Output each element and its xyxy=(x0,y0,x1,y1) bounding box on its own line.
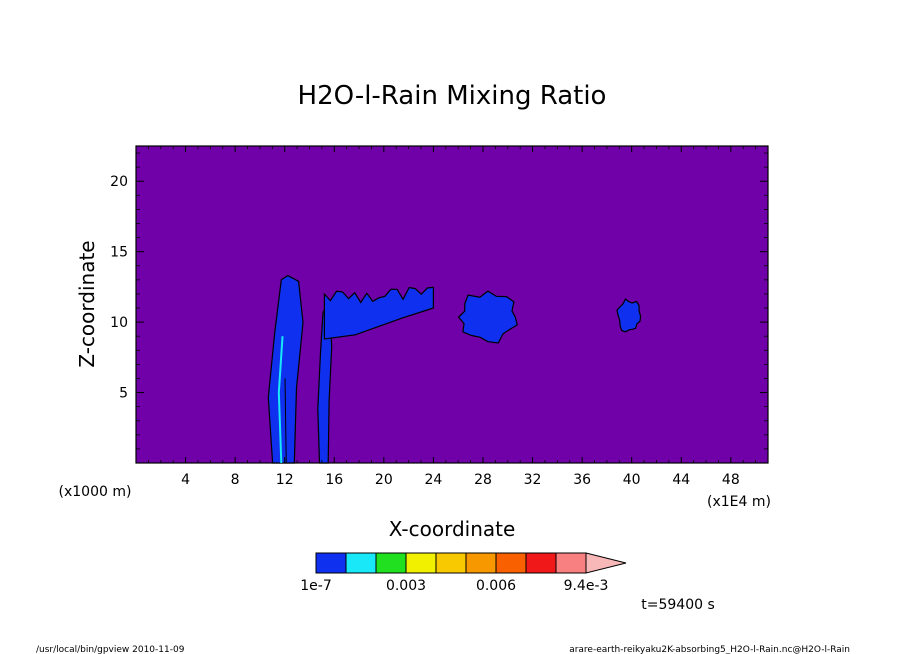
time-label: t=59400 s xyxy=(641,597,715,613)
x-tick-label: 20 xyxy=(375,472,393,488)
x-tick-label: 28 xyxy=(474,472,492,488)
colorbar-tick-label: 1e-7 xyxy=(300,578,331,594)
rain-features xyxy=(267,274,642,464)
colorbar-swatch xyxy=(495,552,527,574)
x-tick-label: 8 xyxy=(231,472,240,488)
x-tick-label: 12 xyxy=(276,472,294,488)
x-tick-label: 40 xyxy=(623,472,641,488)
colorbar-swatch xyxy=(405,552,437,574)
y-tick-label: 20 xyxy=(110,174,128,190)
plot-area xyxy=(135,145,769,464)
x-tick-label: 32 xyxy=(524,472,542,488)
rain-region xyxy=(457,290,518,344)
chart-title: H2O-l-Rain Mixing Ratio xyxy=(298,81,607,111)
y-axis: 5 10 15 20 xyxy=(110,152,768,450)
y-tick-label: 10 xyxy=(110,315,128,331)
colorbar-swatch xyxy=(435,552,467,574)
x-tick-label: 16 xyxy=(325,472,343,488)
footer-left: /usr/local/bin/gpview 2010-11-09 xyxy=(36,645,185,654)
colorbar-tick-label: 0.003 xyxy=(386,578,426,594)
colorbar-swatch xyxy=(315,552,347,574)
rain-contour xyxy=(284,378,287,464)
x-unit-label: (x1E4 m) xyxy=(707,494,771,510)
colorbar-tick-label: 9.4e-3 xyxy=(564,578,609,594)
footer-right: arare-earth-reikyaku2K-absorbing5_H2O-l-… xyxy=(569,645,850,654)
y-axis-label: Z-coordinate xyxy=(75,240,99,367)
colorbar xyxy=(315,552,627,574)
colorbar-ticks: 1e-7 0.003 0.006 9.4e-3 xyxy=(300,578,608,594)
x-axis: 4 8 12 16 20 24 28 32 36 40 44 48 xyxy=(147,146,757,488)
x-tick-label: 48 xyxy=(722,472,740,488)
x-tick-label: 44 xyxy=(672,472,690,488)
x-tick-label: 4 xyxy=(181,472,190,488)
rain-region xyxy=(267,274,304,464)
rain-core xyxy=(277,336,284,464)
colorbar-extend-arrow xyxy=(585,552,627,574)
y-tick-label: 15 xyxy=(110,245,128,261)
colorbar-swatch xyxy=(465,552,497,574)
colorbar-swatch xyxy=(345,552,377,574)
y-tick-label: 5 xyxy=(119,386,128,402)
x-axis-label: X-coordinate xyxy=(389,517,516,541)
colorbar-tick-label: 0.006 xyxy=(476,578,516,594)
x-tick-label: 36 xyxy=(573,472,591,488)
rain-region xyxy=(616,298,642,333)
colorbar-swatch xyxy=(555,552,587,574)
y-unit-label: (x1000 m) xyxy=(59,484,132,500)
x-tick-label: 24 xyxy=(424,472,442,488)
colorbar-swatch xyxy=(375,552,407,574)
rain-region xyxy=(323,286,434,340)
colorbar-swatch xyxy=(525,552,557,574)
